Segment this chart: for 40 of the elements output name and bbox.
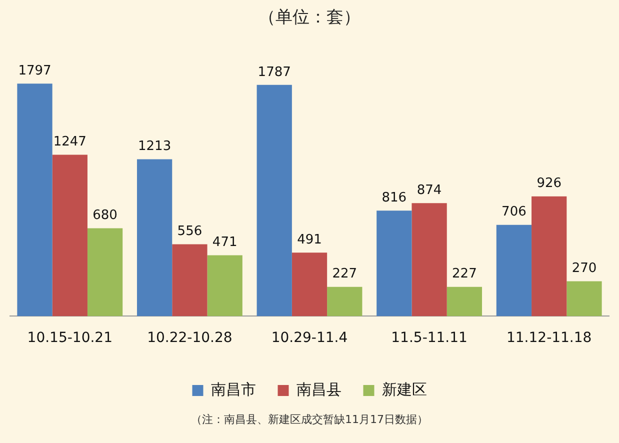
data-label: 556: [177, 224, 202, 240]
bar: [566, 281, 602, 316]
x-tick-label: 11.5-11.11: [391, 330, 468, 346]
bar: [292, 252, 328, 316]
bar: [172, 244, 208, 316]
data-label: 926: [536, 176, 562, 192]
bar: [207, 255, 242, 316]
text: （注：南昌县、新建区成交暂缺11月17日数据）: [190, 412, 429, 427]
data-label: 227: [332, 266, 358, 282]
legend-label: 南昌市: [210, 380, 256, 398]
data-label: 270: [572, 261, 597, 276]
data-label: 874: [416, 182, 442, 198]
data-label: 227: [452, 266, 477, 282]
data-label: 680: [92, 208, 118, 224]
data-label: 1213: [138, 139, 172, 154]
x-tick-label: 10.15-10.21: [27, 330, 113, 346]
bar: [136, 159, 172, 316]
x-tick-label: 11.12-11.18: [506, 330, 592, 346]
bar: [327, 286, 362, 316]
bar: [412, 203, 447, 316]
bar: [17, 84, 52, 316]
bar: [376, 210, 412, 316]
bar: [256, 84, 292, 316]
chart-title: （单位：套）: [258, 8, 360, 28]
bar: [87, 228, 123, 316]
data-label: 706: [502, 204, 526, 220]
data-label: 1797: [18, 63, 52, 78]
data-label: 471: [212, 235, 238, 250]
bar: [496, 224, 532, 316]
x-tick-label: 10.29-11.4: [271, 330, 348, 346]
data-label: 491: [297, 232, 322, 248]
bar: [52, 154, 88, 316]
x-tick-label: 10.22-10.28: [147, 330, 232, 346]
legend-label: 南昌县: [296, 380, 342, 398]
data-label: 816: [382, 190, 407, 206]
bar: [532, 196, 567, 316]
data-label: 1787: [258, 64, 291, 80]
bar: [446, 286, 482, 316]
data-label: 1247: [53, 134, 86, 150]
legend-label: 新建区: [382, 380, 427, 398]
